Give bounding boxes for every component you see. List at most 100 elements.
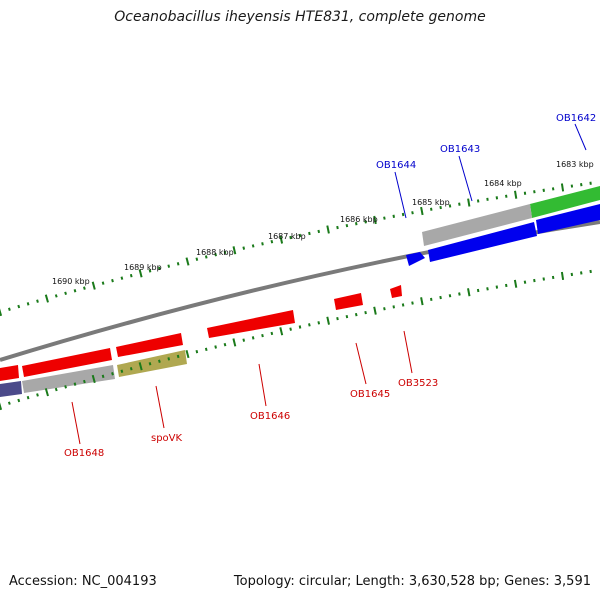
- inner-tick-52: [486, 287, 489, 291]
- inner-tick-8: [73, 382, 77, 386]
- outer-tick-27: [251, 244, 255, 248]
- inner-tick-30: [279, 327, 284, 336]
- gene-ob1642-blue: [536, 204, 600, 234]
- outer-tick-48: [448, 204, 452, 208]
- inner-tick-10: [91, 374, 96, 384]
- outer-tick-46: [430, 207, 433, 211]
- inner-tick-54: [505, 283, 508, 288]
- outer-tick-33: [308, 231, 311, 236]
- inner-tick-2: [17, 398, 21, 403]
- inner-tick-20: [185, 349, 190, 359]
- inner-tick-13: [120, 369, 124, 373]
- inner-tick-19: [176, 354, 180, 359]
- outer-tick-57: [533, 190, 536, 194]
- outer-tick-2: [17, 304, 21, 309]
- reverse-track: [0, 285, 402, 397]
- tick-label-1687: 1687 kbp: [268, 232, 306, 241]
- leader-ob1644: [394, 171, 407, 219]
- inner-tick-35: [326, 316, 330, 325]
- inner-tick-24: [223, 342, 227, 347]
- leader-ob1643: [458, 155, 473, 202]
- inner-tick-1: [7, 401, 11, 405]
- outer-tick-8: [73, 289, 77, 293]
- inner-tick-7: [64, 385, 67, 389]
- outer-tick-34: [317, 229, 321, 234]
- outer-tick-17: [158, 266, 161, 271]
- outer-tick-12: [111, 278, 114, 283]
- outer-tick-43: [401, 212, 405, 217]
- outer-tick-25: [232, 246, 237, 255]
- outer-tick-21: [195, 257, 199, 261]
- outer-tick-60: [560, 183, 565, 192]
- leader-ob1642: [574, 123, 587, 151]
- inner-tick-6: [54, 387, 58, 392]
- inner-tick-50: [467, 288, 471, 297]
- inner-tick-40: [373, 306, 377, 315]
- outer-tick-13: [120, 276, 124, 280]
- inner-tick-26: [242, 338, 246, 342]
- outer-tick-19: [176, 262, 180, 266]
- outer-tick-44: [411, 211, 414, 215]
- outer-tick-35: [326, 225, 330, 234]
- gene-label-ob1648: OB1648: [64, 448, 104, 459]
- backbone-line: [0, 220, 600, 362]
- outer-tick-32: [298, 233, 302, 238]
- gene-ob1648-red: [22, 348, 112, 377]
- outer-tick-28: [261, 242, 264, 246]
- outer-tick-15: [138, 269, 143, 278]
- inner-tick-36: [336, 316, 339, 321]
- outer-tick-30: [279, 235, 284, 244]
- outer-tick-marks: [0, 181, 592, 317]
- inner-tick-63: [589, 269, 592, 274]
- outer-tick-14: [129, 273, 133, 278]
- inner-tick-43: [401, 303, 405, 307]
- outer-tick-29: [270, 239, 274, 244]
- outer-tick-37: [345, 223, 349, 228]
- outer-tick-42: [392, 214, 395, 218]
- outer-tick-9: [83, 286, 86, 290]
- inner-tick-22: [204, 347, 208, 352]
- inner-tick-37: [345, 314, 349, 319]
- inner-tick-51: [476, 288, 480, 293]
- outer-tick-58: [542, 188, 545, 192]
- inner-tick-14: [129, 367, 133, 371]
- gene-ob1644-blue: [406, 252, 425, 266]
- outer-tick-62: [580, 183, 583, 187]
- inner-tick-4: [36, 393, 39, 397]
- tick-label-1689: 1689 kbp: [124, 263, 162, 272]
- gene-ob1643-grey: [422, 204, 532, 246]
- inner-tick-62: [580, 271, 583, 275]
- inner-tick-18: [167, 357, 171, 361]
- outer-tick-51: [476, 199, 480, 203]
- inner-tick-46: [430, 297, 433, 301]
- tick-label-1686: 1686 kbp: [340, 215, 378, 224]
- gene-ob3523: [390, 285, 402, 298]
- inner-tick-39: [364, 310, 367, 315]
- inner-tick-3: [26, 395, 30, 400]
- gene-label-ob1644: OB1644: [376, 160, 416, 171]
- gene-label-spovk: spoVK: [151, 433, 183, 444]
- inner-tick-5: [44, 388, 49, 397]
- outer-tick-3: [26, 302, 30, 306]
- outer-tick-39: [364, 220, 367, 224]
- gene-label-ob1645: OB1645: [350, 389, 390, 400]
- inner-tick-44: [411, 301, 414, 305]
- outer-tick-4: [36, 299, 39, 303]
- outer-tick-10: [91, 281, 96, 290]
- inner-tick-28: [261, 333, 264, 338]
- inner-tick-41: [383, 307, 386, 311]
- inner-tick-12: [111, 372, 114, 376]
- inner-tick-29: [270, 331, 274, 336]
- outer-tick-7: [64, 291, 67, 295]
- genome-title: Oceanobacillus iheyensis HTE831, complet…: [114, 9, 486, 25]
- outer-tick-1: [8, 307, 11, 311]
- gene-label-ob1643: OB1643: [440, 144, 480, 155]
- inner-tick-38: [354, 312, 358, 317]
- outer-tick-18: [167, 264, 171, 268]
- outer-tick-47: [439, 205, 442, 210]
- outer-tick-24: [223, 250, 227, 255]
- inner-tick-32: [298, 325, 302, 329]
- tick-label-1690: 1690 kbp: [52, 277, 90, 286]
